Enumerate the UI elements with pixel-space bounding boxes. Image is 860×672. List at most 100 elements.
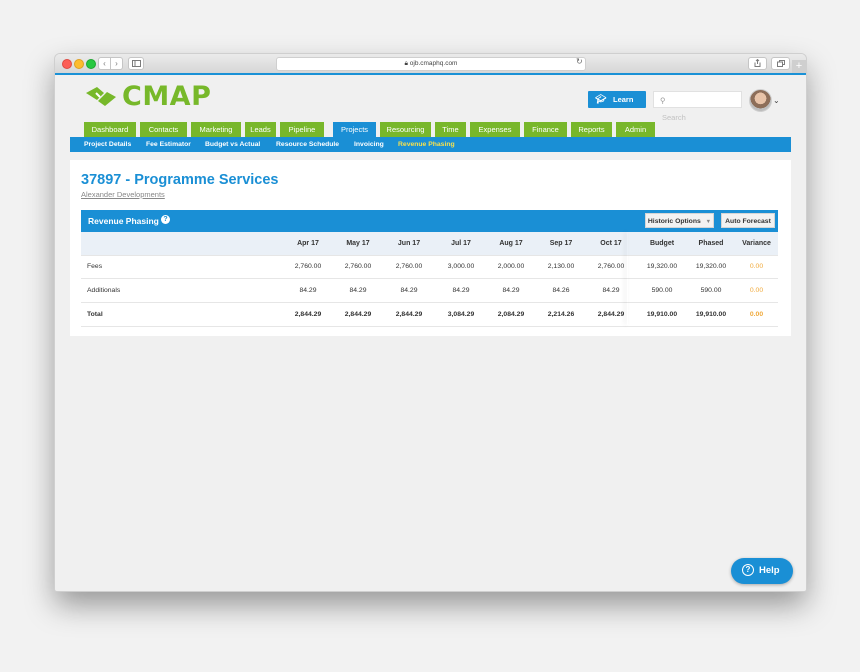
- total-cell: 2,844.29: [344, 311, 372, 318]
- maximize-window-button[interactable]: [86, 59, 96, 69]
- variance-cell: 0.00: [749, 263, 764, 270]
- table-cell[interactable]: 2,760.00: [344, 263, 372, 270]
- search-input[interactable]: [660, 112, 734, 123]
- panel-title: Revenue Phasing: [88, 216, 159, 226]
- caret-down-icon: ▼: [705, 219, 712, 225]
- phased-cell: 19,320.00: [695, 263, 727, 270]
- table-cell[interactable]: 84.29: [299, 287, 317, 294]
- main-content: 37897 - Programme Services Alexander Dev…: [70, 160, 791, 336]
- table-cell[interactable]: 84.29: [349, 287, 367, 294]
- page-title: 37897 - Programme Services: [81, 172, 279, 188]
- tabs-icon: [776, 60, 785, 67]
- cmap-logo-mark-icon: [86, 87, 116, 106]
- tab-resourcing[interactable]: Resourcing: [380, 122, 431, 137]
- sidebar-icon: [131, 60, 141, 67]
- budget-cell: 19,320.00: [646, 263, 678, 270]
- search-icon: ⚲: [660, 96, 666, 105]
- tab-pipeline[interactable]: Pipeline: [280, 122, 324, 137]
- close-window-button[interactable]: [62, 59, 72, 69]
- subnav-resource-schedule[interactable]: Resource Schedule: [276, 141, 340, 148]
- row-label: Additionals: [87, 287, 121, 294]
- subnav-fee-estimator[interactable]: Fee Estimator: [146, 141, 191, 148]
- table-cell[interactable]: 2,760.00: [395, 263, 423, 270]
- tab-finance[interactable]: Finance: [524, 122, 567, 137]
- tab-projects[interactable]: Projects: [333, 122, 376, 138]
- subnav-budget-vs-actual[interactable]: Budget vs Actual: [205, 141, 261, 148]
- total-cell: 2,214.26: [547, 311, 575, 318]
- column-header: Variance: [742, 240, 771, 247]
- help-question-icon[interactable]: ?: [161, 215, 170, 224]
- column-header: Budget: [649, 240, 675, 247]
- address-url: ojb.cmaphq.com: [409, 60, 458, 67]
- share-icon: [754, 58, 761, 67]
- learn-button[interactable]: 🎓︎ Learn: [588, 91, 646, 108]
- total-cell: 2,844.29: [395, 311, 423, 318]
- help-question-icon: ?: [742, 564, 754, 576]
- avatar[interactable]: [749, 89, 772, 112]
- table-cell[interactable]: 84.26: [552, 287, 570, 294]
- total-cell: 2,844.29: [597, 311, 625, 318]
- column-header: Sep 17: [549, 240, 573, 247]
- tab-leads[interactable]: Leads: [245, 122, 276, 137]
- minimize-window-button[interactable]: [74, 59, 84, 69]
- table-cell[interactable]: 3,000.00: [447, 263, 475, 270]
- header-accent-line: [55, 73, 806, 75]
- table-cell[interactable]: 84.29: [502, 287, 520, 294]
- subnav-invoicing[interactable]: Invoicing: [354, 141, 384, 148]
- search-box[interactable]: ⚲: [653, 91, 742, 123]
- forward-button[interactable]: ›: [110, 57, 123, 70]
- lock-icon: 🔒︎: [404, 60, 408, 67]
- browser-titlebar: ‹ › 🔒︎ ojb.cmaphq.com ↻ +: [55, 54, 806, 74]
- column-header: Aug 17: [499, 240, 523, 247]
- table-cell[interactable]: 2,130.00: [547, 263, 575, 270]
- row-label: Fees: [87, 263, 103, 270]
- total-cell: 2,844.29: [294, 311, 322, 318]
- budget-cell: 590.00: [651, 287, 673, 294]
- table-cell[interactable]: 2,000.00: [497, 263, 525, 270]
- row-label: Total: [87, 311, 103, 318]
- show-tabs-button[interactable]: [771, 57, 790, 70]
- revenue-phasing-panel-header: Revenue Phasing ? Historic Options ▼ Aut…: [81, 210, 778, 232]
- subnav-project-details[interactable]: Project Details: [84, 141, 132, 148]
- table-cell[interactable]: 84.29: [602, 287, 620, 294]
- tab-admin[interactable]: Admin: [616, 122, 655, 137]
- column-header: Phased: [698, 240, 724, 247]
- new-tab-button[interactable]: +: [792, 60, 806, 74]
- table-cell[interactable]: 84.29: [452, 287, 470, 294]
- reload-icon[interactable]: ↻: [576, 57, 583, 66]
- help-widget-label: Help: [759, 565, 780, 576]
- column-header: Apr 17: [297, 240, 319, 247]
- table-cell[interactable]: 2,760.00: [597, 263, 625, 270]
- tab-reports[interactable]: Reports: [571, 122, 612, 137]
- total-cell: 2,084.29: [497, 311, 525, 318]
- table-cell[interactable]: 84.29: [400, 287, 418, 294]
- phased-cell: 590.00: [700, 287, 722, 294]
- tab-expenses[interactable]: Expenses: [470, 122, 520, 137]
- address-bar[interactable]: 🔒︎ ojb.cmaphq.com: [276, 57, 586, 71]
- historic-options-dropdown[interactable]: Historic Options ▼: [645, 213, 714, 228]
- column-header: Jul 17: [451, 240, 471, 247]
- chevron-down-icon[interactable]: ⌄: [773, 96, 780, 105]
- tab-marketing[interactable]: Marketing: [191, 122, 241, 137]
- historic-options-label: Historic Options: [647, 218, 701, 225]
- phased-cell: 19,910.00: [695, 311, 727, 318]
- budget-cell: 19,910.00: [646, 311, 678, 318]
- tab-time[interactable]: Time: [435, 122, 466, 137]
- sub-nav: Project Details Fee Estimator Budget vs …: [70, 137, 791, 152]
- variance-cell: 0.00: [749, 287, 764, 294]
- table-cell[interactable]: 2,760.00: [294, 263, 322, 270]
- tab-contacts[interactable]: Contacts: [140, 122, 187, 137]
- auto-forecast-button[interactable]: Auto Forecast: [721, 213, 775, 228]
- variance-cell: 0.00: [749, 311, 764, 318]
- help-widget-button[interactable]: ? Help: [731, 558, 793, 584]
- client-link[interactable]: Alexander Developments: [81, 190, 165, 199]
- tab-dashboard[interactable]: Dashboard: [84, 122, 136, 137]
- table-row-total: Total 2,844.29 2,844.29 2,844.29 3,084.2…: [81, 303, 778, 327]
- sidebar-toggle-button[interactable]: [128, 57, 144, 70]
- share-button[interactable]: [748, 57, 767, 70]
- table-row: Additionals 84.29 84.29 84.29 84.29 84.2…: [81, 279, 778, 303]
- browser-window: ‹ › 🔒︎ ojb.cmaphq.com ↻ + CMAP 🎓︎ Learn …: [55, 54, 806, 591]
- subnav-revenue-phasing[interactable]: Revenue Phasing: [398, 141, 455, 148]
- fixed-columns-divider: [627, 232, 628, 325]
- column-header: May 17: [346, 240, 370, 247]
